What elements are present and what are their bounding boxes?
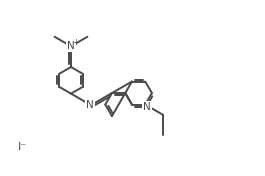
Text: N: N [86, 100, 94, 110]
Text: N: N [143, 102, 151, 112]
Text: I⁻: I⁻ [18, 142, 27, 152]
Text: +: + [72, 38, 79, 47]
Text: N: N [67, 41, 75, 51]
